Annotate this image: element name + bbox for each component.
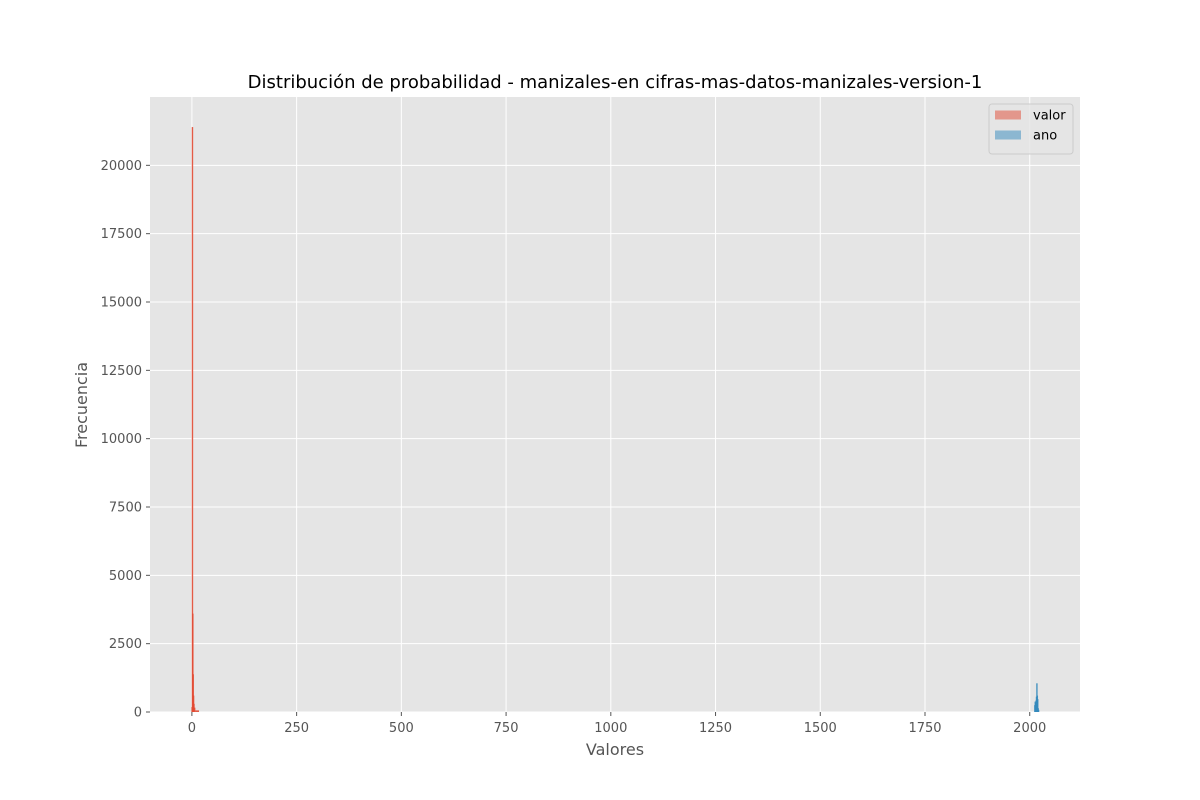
histogram-bar-valor	[195, 710, 200, 712]
x-tick-label: 0	[188, 721, 196, 736]
y-tick-label: 0	[134, 706, 142, 721]
x-tick-label: 1250	[699, 721, 732, 736]
histogram-bar-valor	[193, 707, 196, 712]
y-tick-label: 10000	[101, 432, 142, 447]
histogram-bar-ano	[1037, 709, 1040, 712]
x-tick-label: 1750	[908, 721, 941, 736]
legend: valor ano	[988, 103, 1074, 155]
legend-label-ano: ano	[1033, 129, 1057, 144]
y-tick-label: 7500	[109, 501, 142, 516]
y-tick-label: 20000	[101, 159, 142, 174]
legend-swatch-valor	[995, 110, 1021, 120]
y-tick-label: 2500	[109, 637, 142, 652]
x-tick-label: 750	[494, 721, 519, 736]
x-tick-label: 1500	[804, 721, 837, 736]
histogram-bar-valor	[192, 613, 194, 712]
y-tick-label: 5000	[109, 569, 142, 584]
y-tick-label: 17500	[101, 227, 142, 242]
x-tick-label: 2000	[1013, 721, 1046, 736]
histogram-bar-valor	[193, 703, 195, 712]
x-tick-label: 500	[389, 721, 414, 736]
gridlines	[150, 97, 1080, 713]
histogram-bar-ano	[1037, 699, 1039, 712]
x-tick-label: 250	[284, 721, 309, 736]
histogram-bars	[191, 127, 1040, 713]
x-axis-label: Valores	[586, 740, 644, 759]
chart-title: Distribución de probabilidad - manizales…	[248, 72, 983, 93]
legend-swatch-ano	[995, 130, 1021, 140]
y-axis-ticks: 0 2500 5000 7500 10000 12500 15000 17500 20000	[101, 159, 150, 721]
histogram-bar-valor	[192, 674, 194, 712]
y-axis-label: Frecuencia	[72, 362, 91, 448]
plot-area	[150, 97, 1080, 712]
legend-label-valor: valor	[1033, 109, 1066, 124]
x-axis-ticks: 0 250 500 750 1000 1250 1500 1750 2000	[188, 712, 1046, 736]
histogram-bar-valor	[191, 127, 194, 713]
y-tick-label: 12500	[101, 364, 142, 379]
y-tick-label: 15000	[101, 296, 142, 311]
x-tick-label: 1000	[594, 721, 627, 736]
